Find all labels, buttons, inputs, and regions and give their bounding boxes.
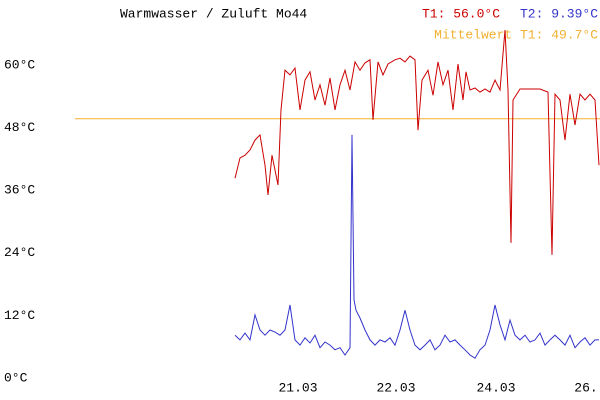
data-line: [234, 29, 600, 255]
y-tick-label: 36°C: [4, 183, 35, 198]
x-tick-label: 26.: [574, 380, 597, 395]
data-line: [234, 134, 599, 359]
legend-entry: T2: 9.39°C: [520, 6, 598, 21]
chart-title: Warmwasser / Zuluft Mo44: [120, 6, 307, 21]
reference-label: Mittelwert T1: 49.7°C: [434, 27, 598, 42]
legend-entry: T1: 56.0°C: [422, 6, 500, 21]
y-tick-label: 60°C: [4, 57, 35, 72]
x-tick-label: 24.03: [476, 380, 515, 395]
x-tick-label: 21.03: [278, 380, 317, 395]
y-tick-label: 0°C: [4, 370, 28, 385]
y-tick-label: 24°C: [4, 245, 35, 260]
y-tick-label: 12°C: [4, 308, 35, 323]
y-tick-label: 48°C: [4, 120, 35, 135]
x-tick-label: 22.03: [376, 380, 415, 395]
